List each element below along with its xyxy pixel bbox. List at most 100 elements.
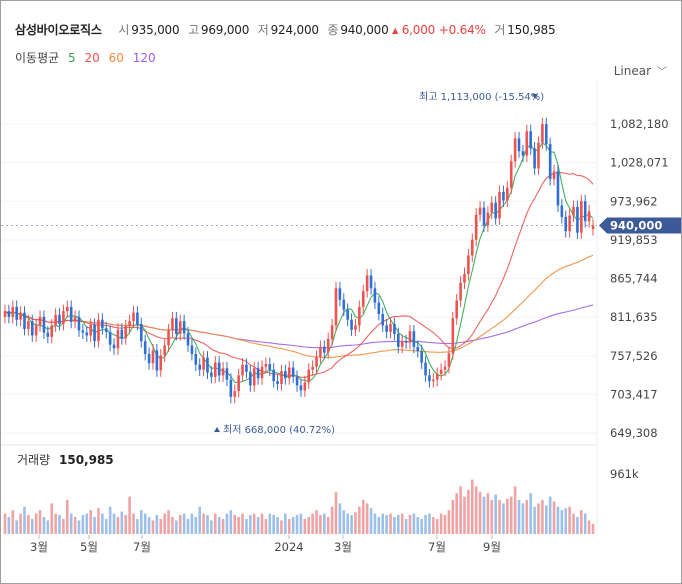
volume-tick-label: 961k: [610, 467, 639, 481]
candle-body: [451, 318, 455, 354]
candle-body: [315, 356, 318, 367]
volume-bar: [346, 513, 349, 534]
volume-bar: [311, 513, 314, 534]
scale-selector-label: Linear: [613, 64, 651, 78]
volume-bar: [89, 510, 92, 534]
candle-body: [467, 255, 470, 275]
volume-bar: [323, 513, 326, 534]
volume-bar: [268, 513, 272, 534]
volume-bar: [186, 519, 190, 534]
candle-body: [280, 371, 283, 384]
candle-body: [194, 353, 198, 365]
candle-body: [323, 346, 326, 353]
candle-body: [334, 288, 338, 326]
candle-body: [552, 171, 556, 180]
candle-body: [572, 206, 575, 216]
candle-body: [533, 148, 536, 169]
volume-bar: [447, 510, 451, 534]
volume-bar: [513, 486, 517, 534]
candle-body: [11, 306, 15, 317]
candle-body: [237, 375, 240, 392]
volume-bar: [182, 513, 186, 534]
volume-bar: [552, 501, 556, 534]
volume-bar: [393, 517, 396, 534]
candle-body: [381, 314, 385, 326]
volume-bar: [69, 513, 73, 534]
volume-bar: [54, 513, 57, 534]
volume-bar: [424, 514, 427, 534]
volume-bar: [342, 510, 346, 534]
x-tick-label: 2024: [274, 540, 303, 554]
candle-body: [139, 324, 143, 342]
ma-60-line: [4, 254, 594, 359]
candle-body: [544, 124, 548, 145]
volume-bar: [97, 508, 100, 534]
volume-bar: [591, 523, 595, 534]
volume-bar: [284, 513, 287, 534]
candle-body: [506, 187, 509, 201]
candle-body: [108, 331, 112, 345]
candle-body: [69, 306, 73, 322]
candle-body: [576, 206, 579, 233]
candle-body: [171, 318, 174, 331]
volume-bar: [159, 519, 163, 534]
volume-bar: [237, 517, 240, 534]
volume-bar: [517, 500, 521, 534]
volume-bar: [73, 517, 77, 534]
volume-bar: [361, 500, 365, 534]
candle-body: [556, 171, 560, 206]
candle-body: [517, 138, 521, 152]
volume-bar: [147, 517, 151, 534]
volume-bar: [93, 517, 96, 534]
candle-body: [377, 302, 381, 315]
volume-bar: [132, 513, 135, 534]
candle-body: [38, 316, 42, 326]
volume-bar: [7, 517, 11, 534]
candle-body: [548, 144, 552, 180]
candle-body: [408, 331, 412, 343]
volume-bar: [307, 517, 311, 534]
candle-body: [3, 311, 7, 317]
volume-bar: [15, 520, 18, 534]
volume-bar: [27, 514, 30, 534]
volume-bar: [459, 486, 462, 534]
candle-body: [350, 319, 353, 330]
volume-bar: [221, 519, 225, 534]
y-tick-label: 973,962: [610, 194, 658, 208]
candle-body: [23, 312, 26, 329]
candle-body: [233, 391, 237, 397]
candle-body: [163, 345, 166, 356]
candle-body: [591, 225, 595, 230]
volume-bar: [416, 517, 420, 534]
candle-body: [256, 368, 260, 379]
chevron-down-icon: ﹀: [657, 67, 667, 78]
volume-bar: [194, 517, 198, 534]
volume-bar: [291, 517, 295, 534]
volume-bar: [264, 519, 268, 534]
volume-bar: [396, 514, 400, 534]
ma-60-label: 60: [108, 51, 124, 65]
volume-bar: [404, 519, 408, 534]
volume-bar: [482, 496, 486, 534]
candle-body: [268, 363, 272, 370]
scale-selector[interactable]: Linear ﹀: [614, 63, 667, 78]
candle-body: [97, 319, 100, 342]
volume-bar: [233, 514, 237, 534]
volume-bar: [439, 513, 443, 534]
volume-bar: [572, 513, 575, 534]
candle-body: [400, 341, 404, 347]
candle-body: [564, 216, 568, 232]
volume-bar: [120, 511, 124, 534]
candle-body: [85, 332, 89, 336]
x-tick-label: 5월: [80, 540, 98, 554]
candle-body: [221, 368, 225, 376]
candle-body: [151, 350, 155, 364]
volume-bar: [451, 500, 455, 534]
volume-bar: [139, 510, 143, 534]
volume-bar: [245, 519, 248, 534]
volume-bar: [474, 486, 478, 534]
candle-body: [424, 362, 427, 376]
volume-bar: [210, 520, 213, 534]
volume-bar: [463, 496, 466, 534]
volume-bar: [287, 519, 291, 534]
